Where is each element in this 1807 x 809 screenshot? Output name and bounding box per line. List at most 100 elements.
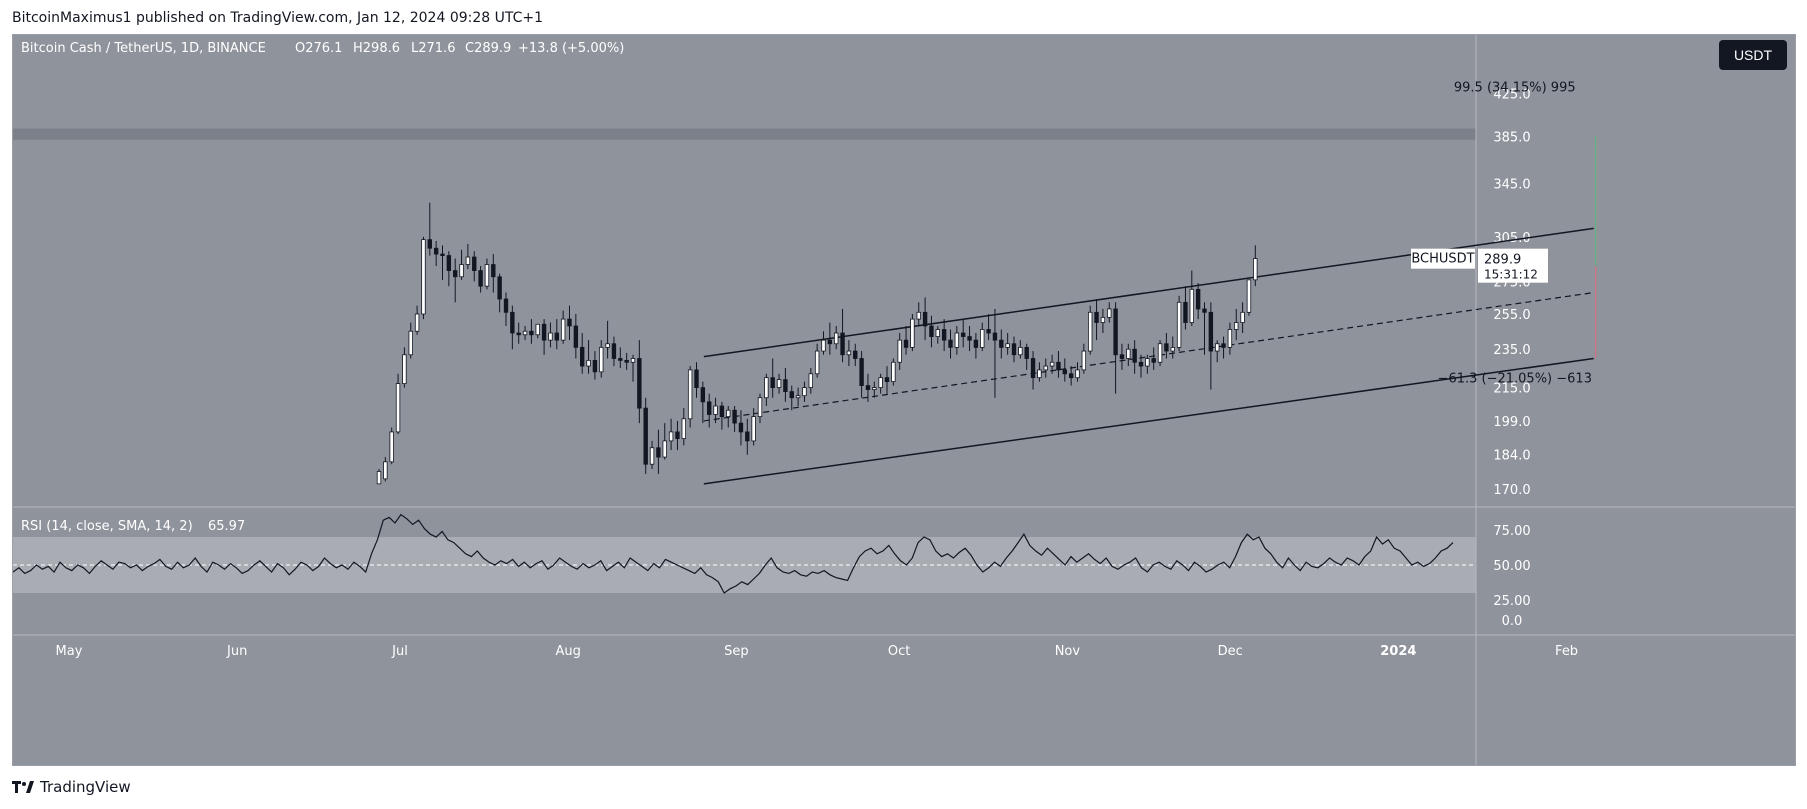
candle-up [795, 395, 801, 399]
candle-down [656, 447, 661, 458]
candle-up [1018, 346, 1023, 356]
candle-up [630, 358, 636, 363]
candle-up [1234, 322, 1239, 330]
candle-up [408, 330, 413, 356]
candle-down [948, 339, 953, 348]
ohlc-high: H298.6 [353, 41, 400, 56]
candle-up [1170, 346, 1175, 352]
candle-down [732, 409, 737, 424]
price-chart[interactable]: 425.0385.0345.0305.0275.0255.0235.0215.0… [13, 35, 1795, 765]
price-tick-label: 385.0 [1493, 130, 1530, 145]
candle-up [586, 359, 591, 367]
candle-up [1145, 358, 1150, 367]
candle-down [738, 422, 744, 433]
rsi-tick-label: 75.00 [1493, 524, 1530, 539]
time-axis-label: Jun [226, 644, 247, 659]
tradingview-brand: TradingView [40, 778, 131, 796]
candle-down [961, 332, 966, 337]
candle-up [599, 346, 604, 373]
candle-down [884, 377, 890, 383]
rsi-tick-label: 50.00 [1493, 559, 1530, 574]
measurement-label: −61.3 (−21.05%) −613 [1438, 372, 1592, 387]
candle-down [554, 332, 559, 341]
candle-up [814, 350, 820, 375]
candle-down [1195, 288, 1201, 310]
price-tag-box [1478, 248, 1548, 283]
price-tick-label: 255.0 [1493, 308, 1530, 323]
candle-down [580, 346, 585, 367]
candle-down [675, 431, 680, 440]
candle-up [878, 377, 883, 388]
candle-down [452, 270, 458, 278]
time-axis-label: 2024 [1380, 644, 1416, 659]
time-axis-label: Feb [1555, 644, 1578, 659]
candle-down [541, 323, 547, 341]
time-axis-label: May [56, 644, 83, 659]
ohlc-change: +13.8 (+5.00%) [518, 41, 624, 56]
candle-down [637, 358, 642, 409]
candle-up [535, 323, 540, 336]
candle-up [802, 387, 807, 397]
rsi-value: 65.97 [208, 519, 245, 534]
candle-up [459, 264, 464, 278]
candle-down [1062, 369, 1067, 375]
candle-up [1100, 316, 1106, 323]
candle-up [891, 361, 896, 383]
candle-up [776, 379, 782, 388]
candle-down [503, 298, 509, 313]
candle-down [472, 256, 477, 271]
candle-down [1183, 301, 1188, 323]
channel-lower-line[interactable] [703, 357, 1594, 485]
candle-down [707, 401, 712, 415]
symbol-tag-box [1411, 248, 1475, 269]
time-axis-label: Sep [724, 644, 749, 659]
candle-up [1253, 258, 1258, 281]
candle-down [770, 377, 775, 388]
candle-down [1056, 361, 1061, 371]
candle-up [687, 369, 693, 420]
candle-down [446, 255, 452, 271]
candle-up [662, 440, 667, 458]
candle-up [383, 461, 388, 480]
candle-down [1119, 354, 1125, 359]
candle-down [624, 359, 629, 363]
candle-up [751, 416, 756, 442]
currency-button[interactable]: USDT [1719, 40, 1787, 70]
candle-down [592, 359, 598, 373]
candle-up [935, 329, 940, 337]
candle-up [560, 318, 566, 341]
candle-down [1068, 373, 1074, 379]
bar-countdown: 15:31:12 [1484, 268, 1538, 282]
price-tick-label: 170.0 [1493, 483, 1530, 498]
candle-up [916, 311, 921, 320]
candle-up [846, 350, 852, 356]
current-price: 289.9 [1484, 253, 1521, 268]
price-tick-label: 425.0 [1493, 88, 1530, 103]
candle-down [967, 336, 972, 341]
time-axis-label: Aug [555, 644, 580, 659]
candle-down [1202, 308, 1207, 313]
candle-down [1094, 311, 1099, 323]
candle-up [872, 387, 877, 390]
candle-up [713, 405, 718, 415]
tradingview-logo[interactable]: TradingView [12, 778, 131, 796]
candle-down [922, 311, 928, 327]
candle-up [726, 409, 731, 418]
candle-down [529, 330, 534, 336]
publish-info: BitcoinMaximus1 published on TradingView… [12, 10, 544, 26]
chart-frame[interactable]: 425.0 385.0 345.0 305.0 275.0 255.0 235.0 215.0… [12, 34, 1796, 766]
price-tick-label: 215.0 [1493, 382, 1530, 397]
price-tick-label: 235.0 [1493, 343, 1530, 358]
candle-down [1138, 361, 1144, 367]
candle-up [465, 256, 471, 265]
rsi-label: RSI (14, close, SMA, 14, 2) [21, 519, 193, 534]
candle-up [757, 397, 763, 418]
candle-down [865, 385, 871, 390]
candle-down [491, 264, 496, 278]
price-tick-label: 345.0 [1493, 178, 1530, 193]
candle-down [973, 339, 979, 348]
price-tick-label: 184.0 [1493, 449, 1530, 464]
candle-up [980, 329, 985, 348]
candle-up [1037, 369, 1042, 379]
symbol-title: Bitcoin Cash / TetherUS, 1D, BINANCE [21, 41, 266, 56]
